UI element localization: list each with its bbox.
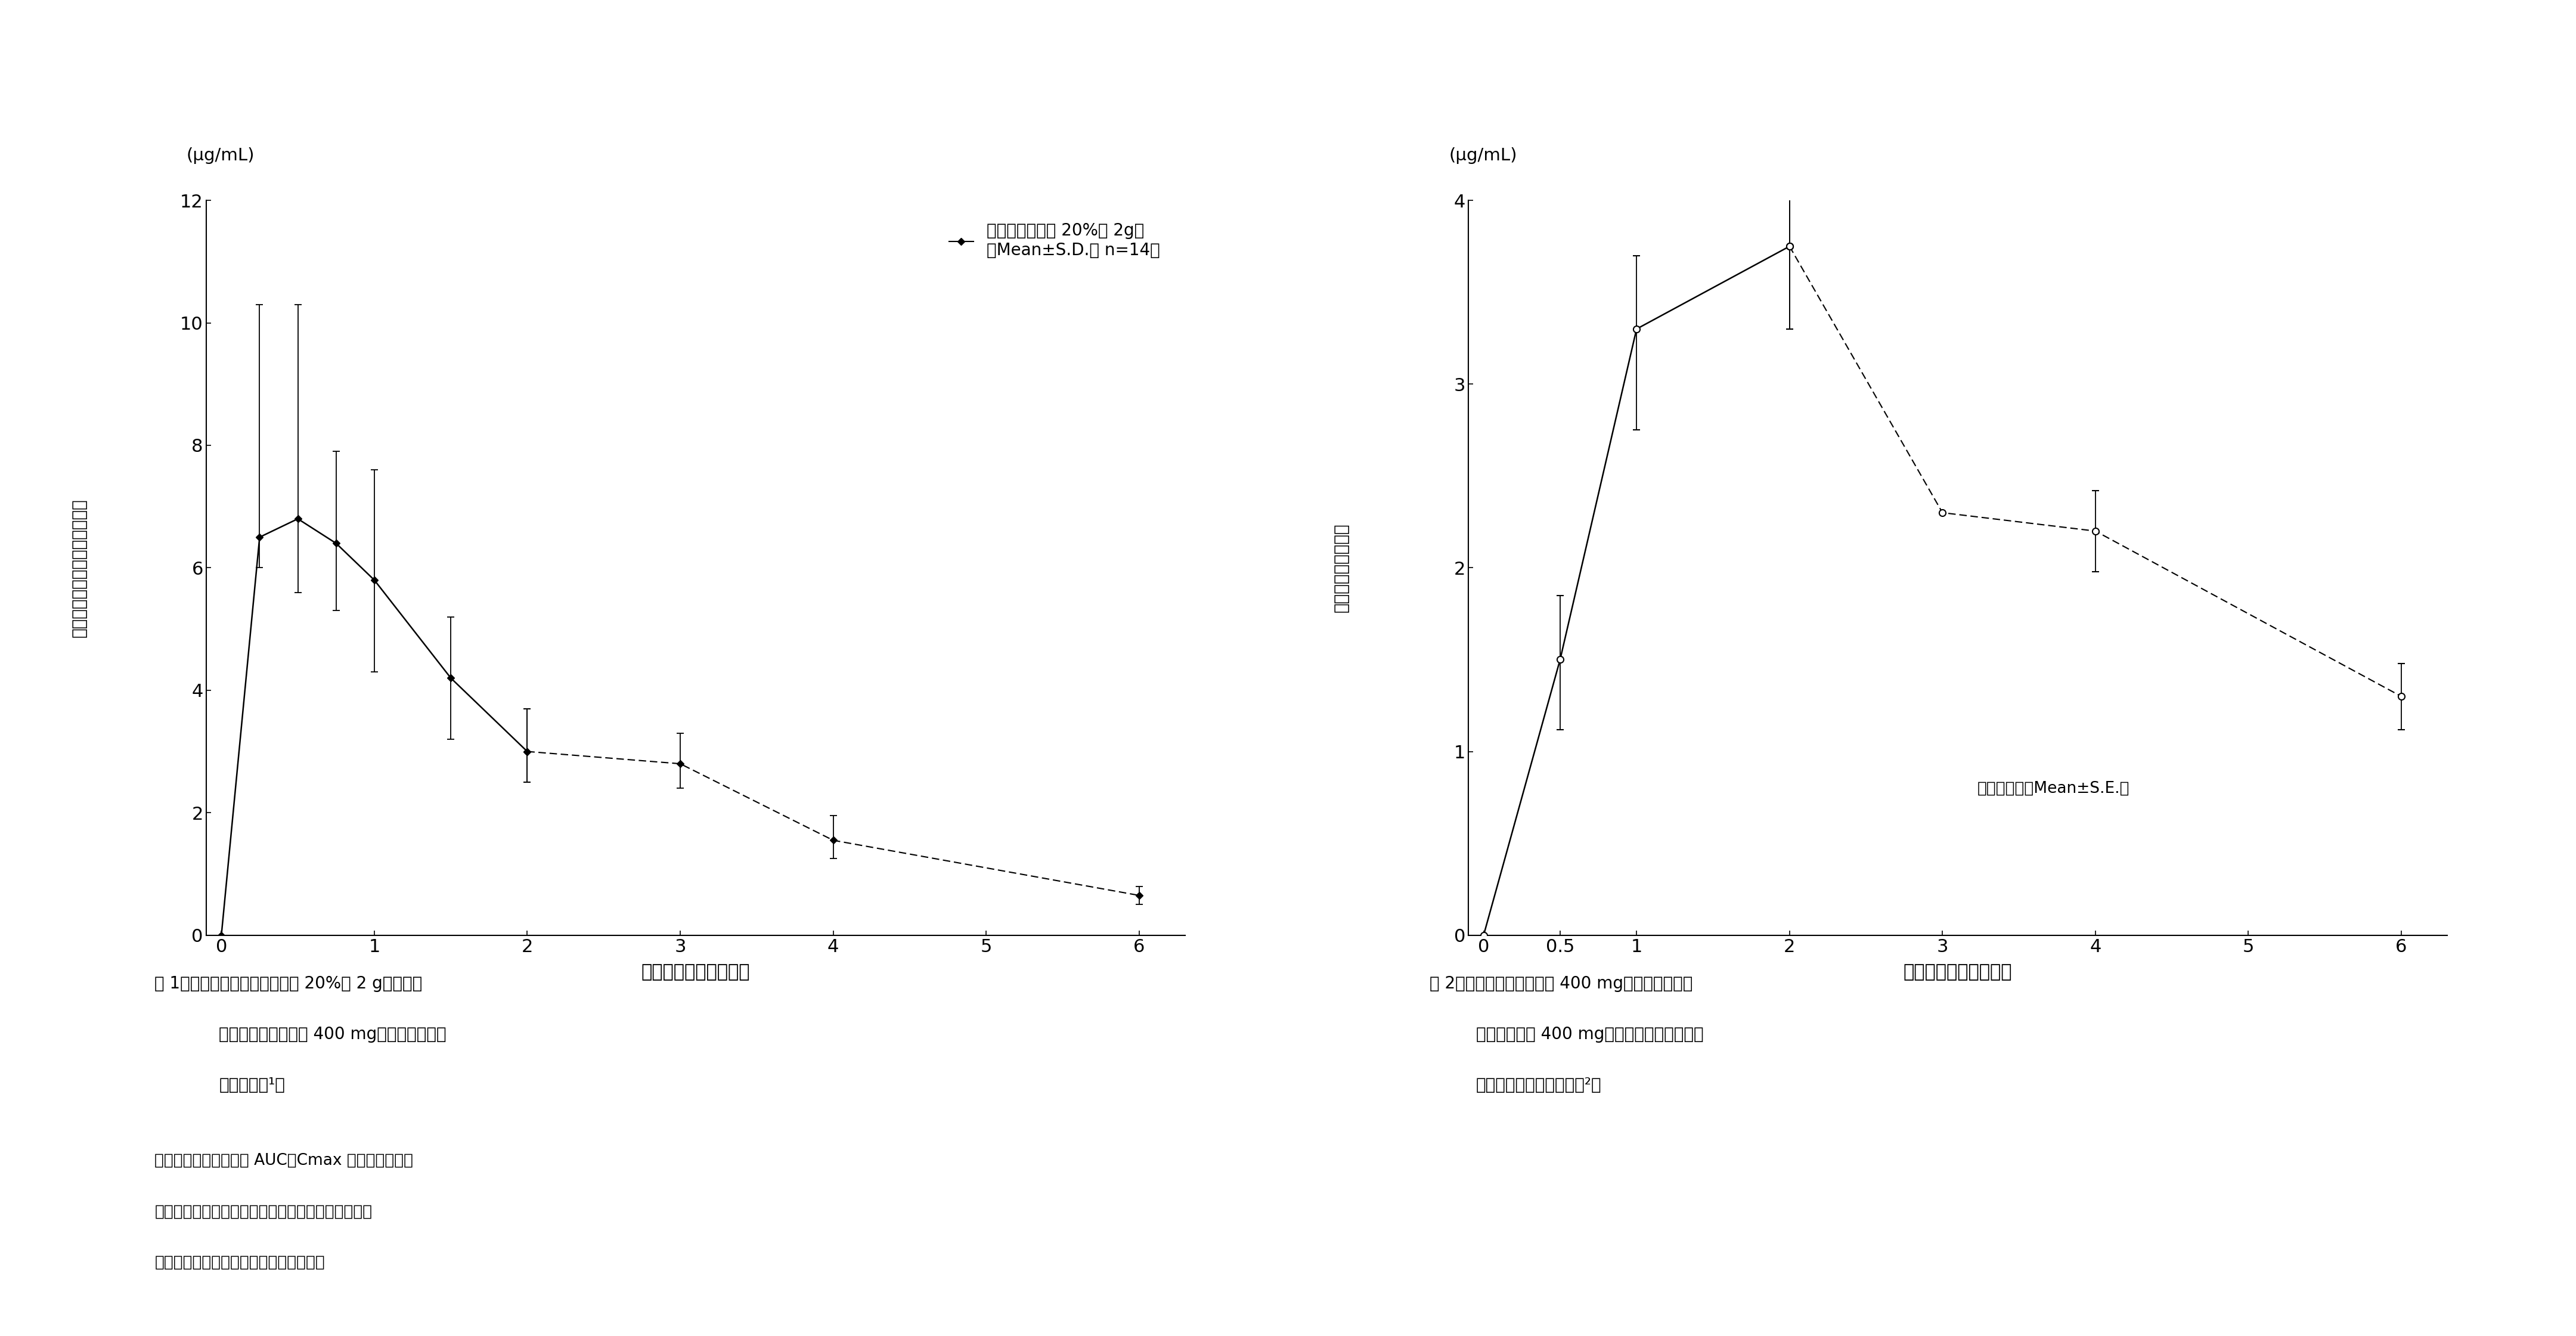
Text: 線（成人）¹）: 線（成人）¹） [219, 1077, 286, 1093]
Text: 血浆中未変化体濃度: 血浆中未変化体濃度 [1332, 524, 1350, 612]
Text: 試験条件によって異なる可能性がある。: 試験条件によって異なる可能性がある。 [155, 1255, 325, 1271]
Text: 図 1　内服薬（カロナール顆粒 20%， 2 g；アセト: 図 1 内服薬（カロナール顆粒 20%， 2 g；アセト [155, 975, 422, 991]
Legend: 標準製剤（細粒 20%， 2g）
（Mean±S.D.， n=14）: 標準製剤（細粒 20%， 2g） （Mean±S.D.， n=14） [943, 216, 1167, 266]
Text: 血浆中アセトアミノフェン濃度: 血浆中アセトアミノフェン濃度 [70, 498, 88, 637]
Text: (μg/mL): (μg/mL) [1448, 147, 1517, 163]
Text: 血浆中濃度ならびに AUC，Cmax などのパラメー: 血浆中濃度ならびに AUC，Cmax などのパラメー [155, 1153, 412, 1169]
X-axis label: 投与後の時間（時間）: 投与後の時間（時間） [1904, 963, 2012, 981]
Text: (μg/mL): (μg/mL) [185, 147, 255, 163]
Text: タは，被験者の選択，体液の採取回数・時間などの: タは，被験者の選択，体液の採取回数・時間などの [155, 1204, 374, 1220]
Text: ときの薬物動態（成人）²）: ときの薬物動態（成人）²） [1476, 1077, 1602, 1093]
Text: フェンとして 400 mg）直腸内単回投与した: フェンとして 400 mg）直腸内単回投与した [1476, 1026, 1703, 1042]
X-axis label: 投与後の時間（時間）: 投与後の時間（時間） [641, 963, 750, 981]
Text: （健康成人，Mean±S.E.）: （健康成人，Mean±S.E.） [1978, 780, 2130, 796]
Text: 図 2　坐剤（アンヒバ坐剤 400 mg；アセトアミノ: 図 2 坐剤（アンヒバ坐剤 400 mg；アセトアミノ [1430, 975, 1692, 991]
Text: アミノフェンとして 400 mg）の薬物動態曲: アミノフェンとして 400 mg）の薬物動態曲 [219, 1026, 446, 1042]
